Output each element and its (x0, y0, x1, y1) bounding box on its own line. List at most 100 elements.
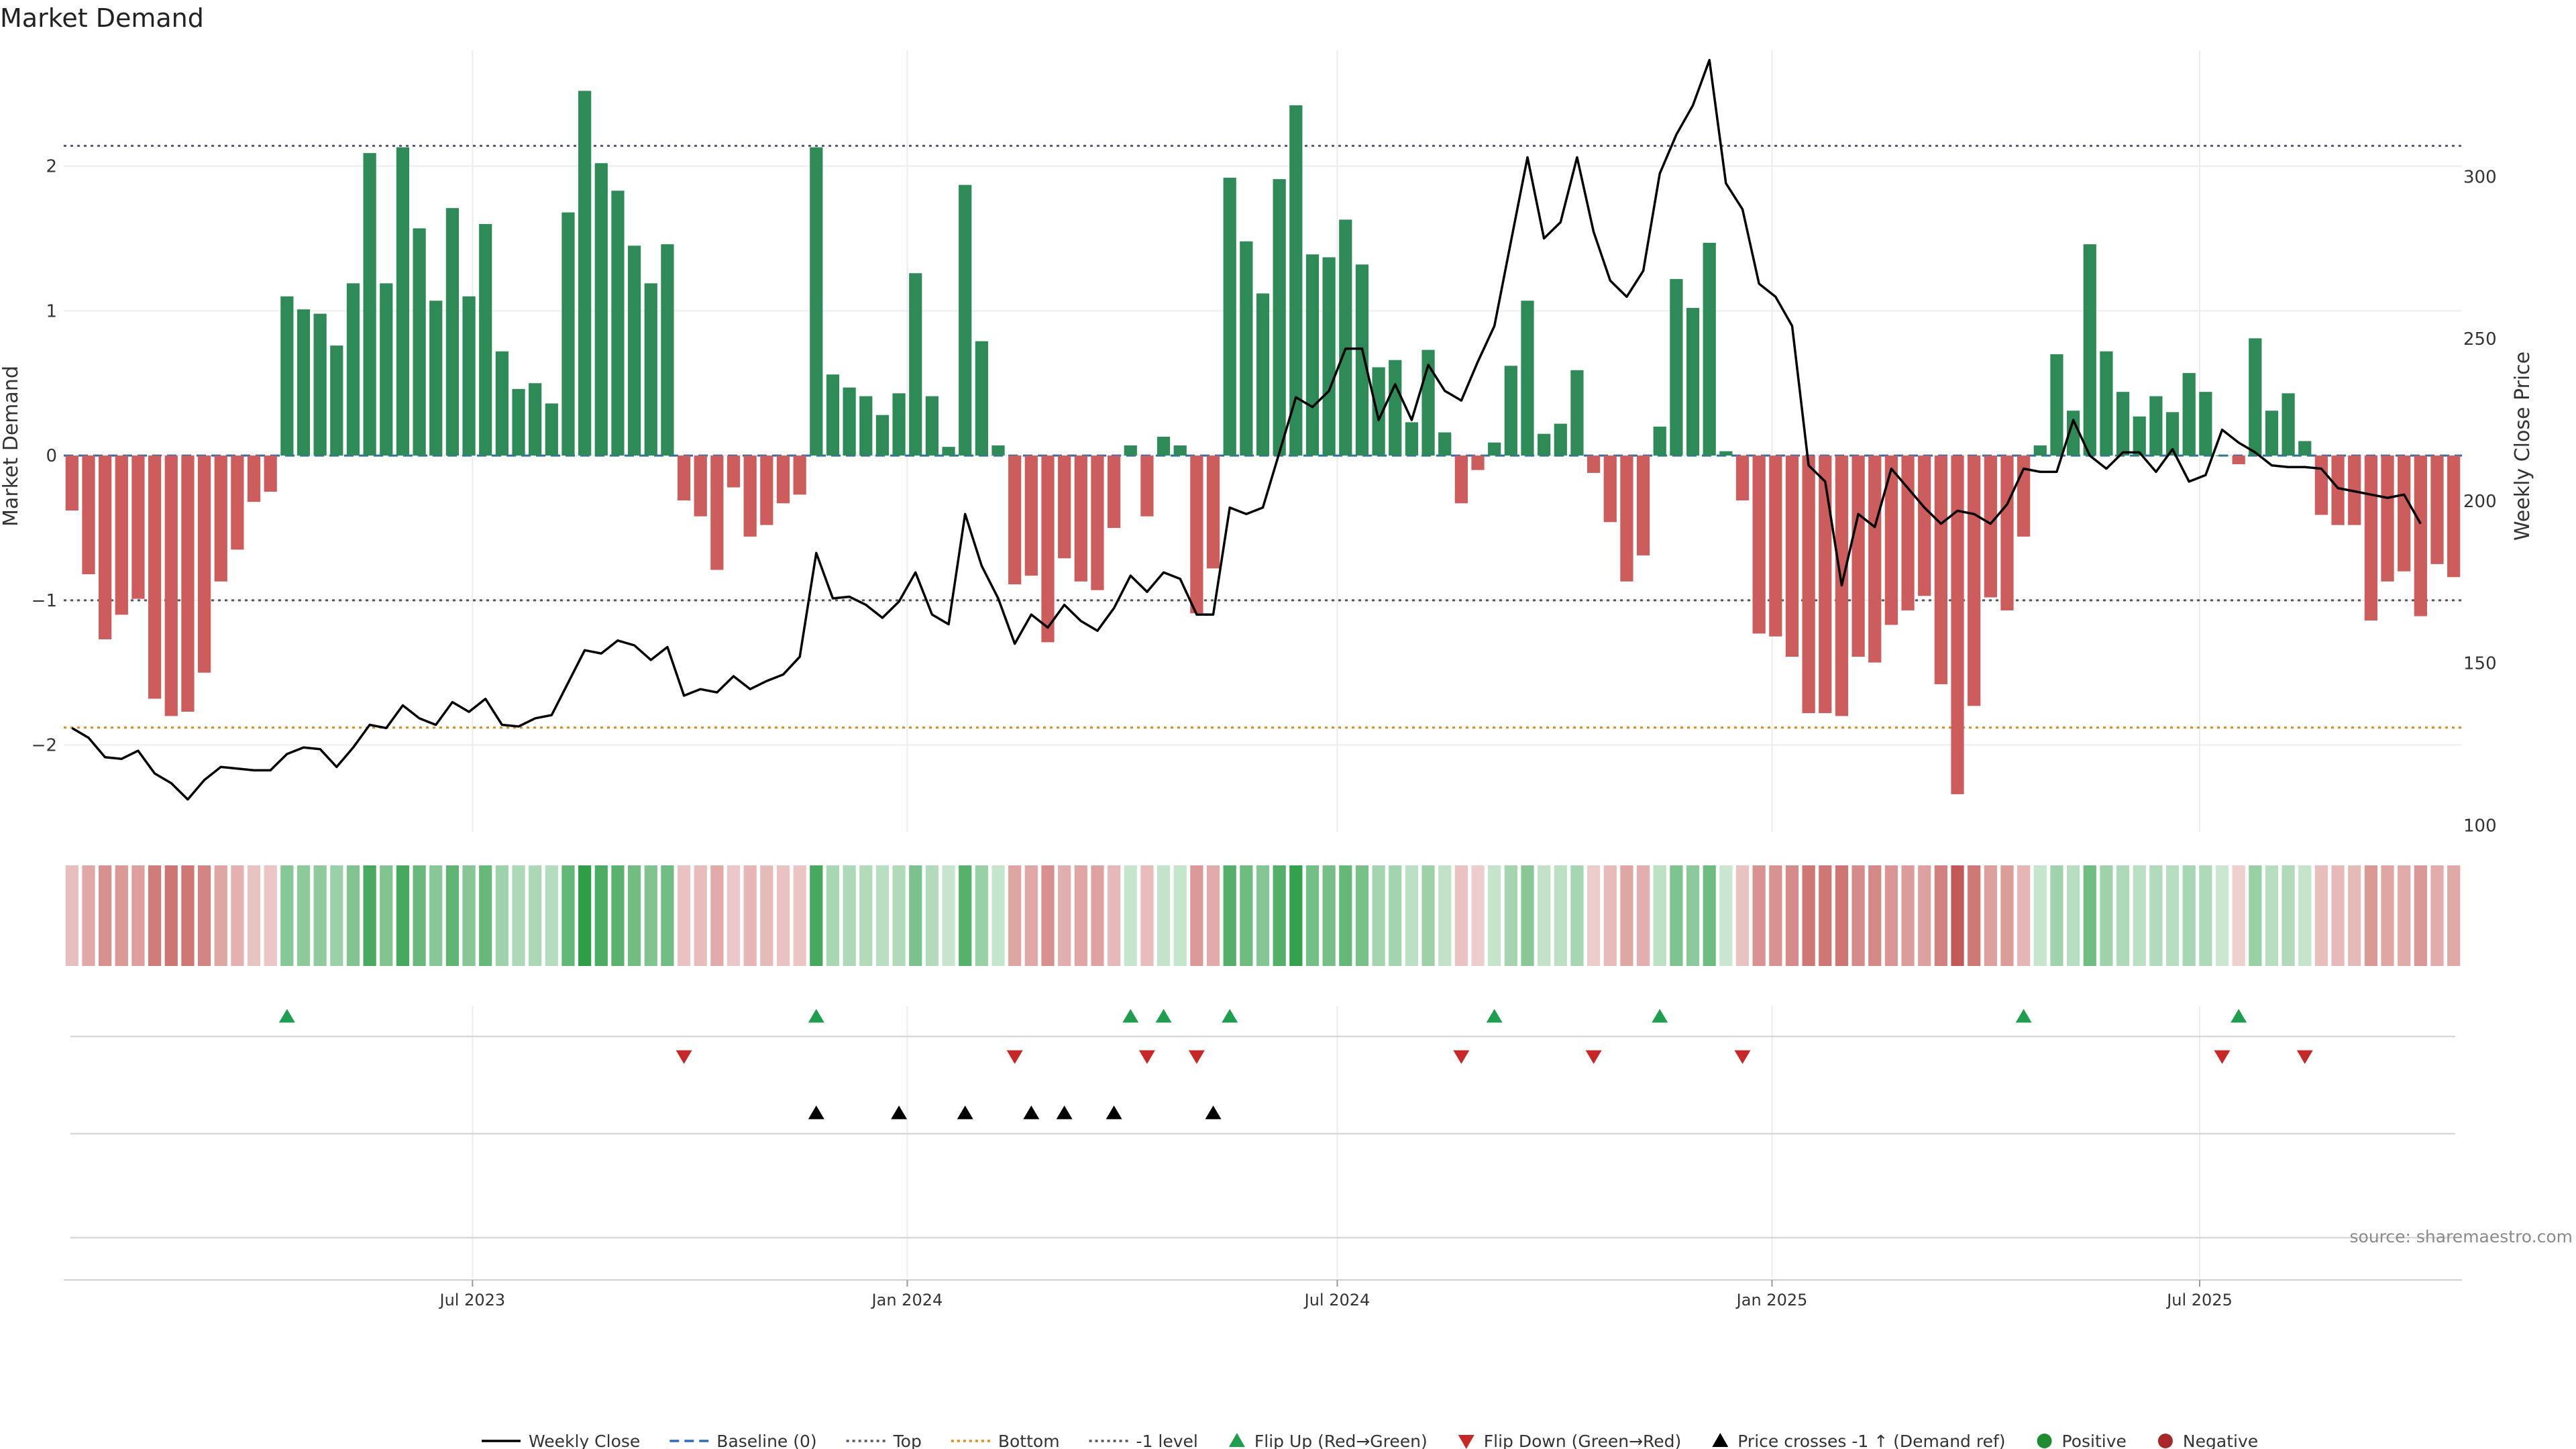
demand-bar (1670, 278, 1683, 456)
demand-heat-cell (1918, 865, 1931, 966)
demand-heat-cell (2149, 865, 2163, 966)
demand-heat-cell (1223, 865, 1236, 966)
demand-bar (1570, 370, 1584, 456)
legend-item: Top (846, 1432, 922, 1449)
demand-heat-cell (82, 865, 95, 966)
demand-heat-cell (1603, 865, 1617, 966)
demand-bar (991, 445, 1005, 456)
demand-bar (1372, 367, 1385, 456)
demand-bar (677, 455, 691, 500)
y-tick-left-label: 1 (46, 301, 57, 321)
demand-heat-cell (2414, 865, 2427, 966)
demand-heat-cell (2050, 865, 2063, 966)
demand-bar (859, 396, 873, 456)
demand-heat-cell (1107, 865, 1121, 966)
demand-heat-cell (495, 865, 508, 966)
demand-bar (1256, 293, 1270, 456)
price-cross-marker (891, 1106, 908, 1120)
demand-heat-cell (313, 865, 327, 966)
demand-heat-cell (1421, 865, 1435, 966)
demand-heat-cell (1752, 865, 1766, 966)
demand-bar (2000, 455, 2014, 610)
demand-heat-cell (710, 865, 724, 966)
demand-heat-cell (578, 865, 592, 966)
flip-up-marker (1122, 1009, 1139, 1023)
demand-bar (1240, 241, 1253, 456)
demand-bar (1851, 455, 1865, 657)
y-tick-right-label: 250 (2463, 329, 2497, 350)
demand-bar (545, 403, 558, 456)
demand-heat-cell (942, 865, 955, 966)
flip-down-marker (1453, 1050, 1470, 1064)
demand-bar (214, 455, 227, 582)
demand-bar (561, 212, 575, 456)
demand-heat-cell (214, 865, 227, 966)
demand-bar (1405, 422, 1419, 456)
demand-bar (1041, 455, 1055, 643)
demand-bar (1289, 105, 1303, 456)
demand-bars (65, 91, 2461, 794)
event-markers (70, 1009, 2455, 1239)
demand-heat-cell (644, 865, 657, 966)
demand-bar (2083, 244, 2096, 456)
demand-bar (975, 341, 988, 456)
demand-bar (1636, 455, 1650, 555)
demand-heat-cell (413, 865, 426, 966)
demand-bar (1438, 432, 1452, 456)
demand-heat-cell (859, 865, 873, 966)
demand-bar (2066, 411, 2080, 456)
demand-bar (413, 228, 426, 456)
demand-bar (2398, 455, 2411, 572)
weekly-close-line (71, 58, 2422, 801)
demand-heat-cell (875, 865, 890, 966)
demand-heat-cell (1173, 865, 1187, 966)
demand-heat-cell (2398, 865, 2411, 966)
demand-heat-cell (727, 865, 741, 966)
flip-up-marker (1155, 1009, 1172, 1023)
demand-bar (2447, 455, 2461, 578)
demand-heat-cell (2000, 865, 2014, 966)
demand-bar (1157, 437, 1171, 456)
demand-bar (313, 313, 327, 456)
demand-heat-cell (2265, 865, 2279, 966)
demand-bar (1107, 455, 1121, 528)
legend-item: Negative (2157, 1432, 2258, 1449)
legend-item: Price crosses -1 ↑ (Demand ref) (1712, 1432, 2006, 1449)
demand-heat-cell (1670, 865, 1683, 966)
demand-heat-cell (1256, 865, 1270, 966)
demand-bar (1587, 455, 1601, 473)
legend-label: Negative (2183, 1432, 2258, 1449)
demand-heat-cell (1305, 865, 1320, 966)
demand-bar (1802, 455, 1815, 714)
demand-heat-cell (512, 865, 525, 966)
legend-label: Weekly Close (529, 1432, 640, 1449)
demand-heat-cell (1058, 865, 1071, 966)
demand-heat-cell (1703, 865, 1716, 966)
flip-up-marker (2015, 1009, 2032, 1023)
demand-heat-cell (1157, 865, 1171, 966)
demand-bar (65, 455, 78, 511)
demand-heat-cell (330, 865, 343, 966)
legend-swatch (1458, 1435, 1474, 1449)
demand-bar (479, 223, 492, 456)
demand-bar (2331, 455, 2345, 525)
legend-item: -1 level (1089, 1432, 1198, 1449)
x-tick-label: Jul 2024 (1303, 1291, 1371, 1309)
demand-bar (115, 455, 128, 615)
demand-heat-cell (627, 865, 641, 966)
demand-bar (1951, 455, 1964, 794)
demand-heat-cell (380, 865, 393, 966)
demand-heat-cell (1488, 865, 1501, 966)
demand-bar (1934, 455, 1947, 684)
demand-bar (1735, 455, 1750, 500)
demand-bar (1719, 451, 1733, 456)
demand-bar (892, 393, 906, 456)
demand-bar (2430, 455, 2444, 564)
demand-heat-cell (1091, 865, 1104, 966)
y-tick-right-label: 150 (2463, 654, 2497, 674)
demand-heat-cell (1074, 865, 1087, 966)
demand-heat-cell (694, 865, 707, 966)
demand-bar (843, 387, 856, 456)
demand-heat-cell (1719, 865, 1733, 966)
flip-down-marker (1138, 1050, 1155, 1064)
